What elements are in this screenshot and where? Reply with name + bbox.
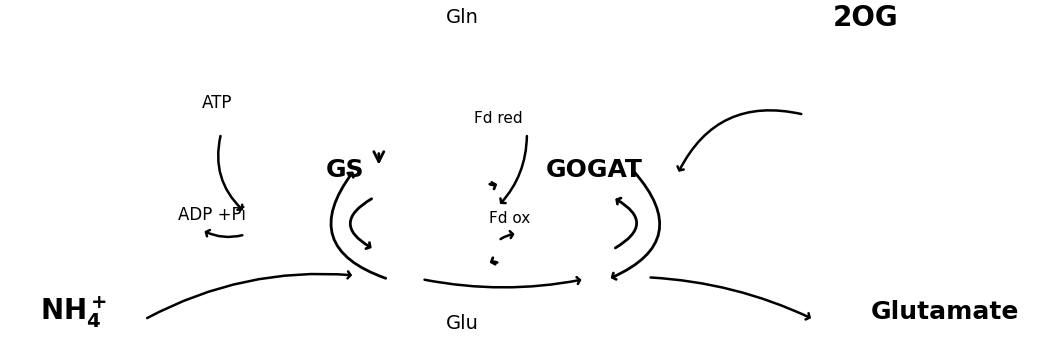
Text: Fd ox: Fd ox <box>489 211 530 226</box>
Text: ATP: ATP <box>202 95 233 112</box>
Text: $\mathbf{NH_4^+}$: $\mathbf{NH_4^+}$ <box>40 294 107 330</box>
Text: Glutamate: Glutamate <box>870 300 1019 324</box>
Text: Glu: Glu <box>445 314 479 333</box>
Text: GS: GS <box>326 159 365 183</box>
Text: Gln: Gln <box>445 8 479 27</box>
Text: Fd red: Fd red <box>474 111 522 126</box>
Text: GOGAT: GOGAT <box>545 159 643 183</box>
Text: 2OG: 2OG <box>833 4 899 32</box>
Text: ADP +Pi: ADP +Pi <box>178 206 246 224</box>
